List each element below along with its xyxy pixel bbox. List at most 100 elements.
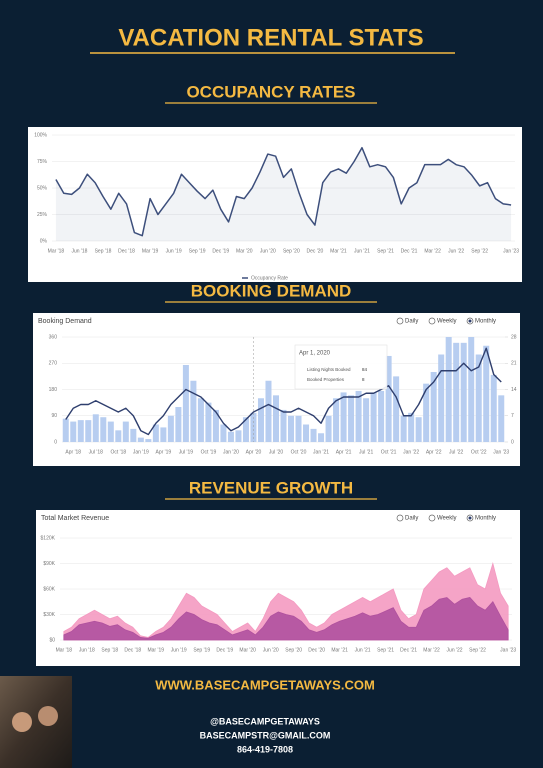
x-tick-label: Sep '20 xyxy=(283,248,300,254)
x-tick-label: Jun '22 xyxy=(447,647,463,653)
bar xyxy=(453,342,460,442)
x-tick-label: Jul '20 xyxy=(269,449,284,455)
y-tick-label: $120K xyxy=(41,535,56,541)
bar xyxy=(77,420,84,442)
x-tick-label: Oct '21 xyxy=(381,449,397,455)
x-tick-label: Sep '21 xyxy=(377,647,394,653)
x-tick-label: Jul '18 xyxy=(89,449,104,455)
phone: 864-419-7808 xyxy=(237,744,293,754)
radio xyxy=(428,317,436,325)
bar xyxy=(137,437,144,442)
radio-label: Monthly xyxy=(475,319,496,325)
x-tick-label: Sep '20 xyxy=(285,647,302,653)
x-tick-label: Sep '21 xyxy=(377,248,394,254)
y-tick-label: $60K xyxy=(43,586,55,592)
section-heading: REVENUE GROWTH xyxy=(189,478,353,497)
x-tick-label: Jan '23 xyxy=(503,248,519,254)
bar xyxy=(145,439,152,442)
bar xyxy=(212,409,219,442)
period-option[interactable]: Daily xyxy=(396,317,418,325)
x-tick-label: Jun '18 xyxy=(71,248,87,254)
y-tick-label: 0% xyxy=(40,238,48,244)
y-tick-label: $0 xyxy=(49,637,55,643)
bar xyxy=(205,402,212,442)
x-tick-label: Jun '20 xyxy=(260,248,276,254)
y-tick-label: 25% xyxy=(37,212,48,218)
x-tick-label: Mar '19 xyxy=(147,647,164,653)
x-tick-label: Sep '19 xyxy=(193,647,210,653)
section-heading: BOOKING DEMAND xyxy=(191,281,352,300)
x-tick-label: Dec '21 xyxy=(401,248,418,254)
chart: Booking Demand 0 90 180 270 360 0 7 14 21 28 Apr '1… xyxy=(33,313,520,466)
radio-label: Weekly xyxy=(437,319,457,325)
tooltip-label: Listing Nights Booked xyxy=(307,367,351,372)
x-tick-label: Jun '19 xyxy=(166,248,182,254)
bar xyxy=(242,417,249,442)
bar xyxy=(235,430,242,442)
photo xyxy=(0,676,72,768)
x-tick-label: Sep '22 xyxy=(469,647,486,653)
bar xyxy=(415,417,422,442)
x-tick-label: Dec '19 xyxy=(212,248,229,254)
line xyxy=(65,347,502,436)
bar xyxy=(295,415,302,442)
y-tick-label: 90 xyxy=(51,413,57,419)
radio-label: Daily xyxy=(405,516,418,522)
period-option[interactable]: Monthly xyxy=(466,317,496,325)
x-tick-label: Jul '21 xyxy=(359,449,374,455)
bar xyxy=(445,337,452,442)
bar xyxy=(220,424,227,442)
bar xyxy=(62,418,69,442)
y2-tick-label: 0 xyxy=(511,439,514,445)
bar xyxy=(483,345,490,442)
x-tick-label: Mar '20 xyxy=(239,647,256,653)
bar xyxy=(257,398,264,442)
legend-label: Occupancy Rate xyxy=(251,275,288,281)
bar xyxy=(430,372,437,442)
x-tick-label: Oct '22 xyxy=(471,449,487,455)
x-tick-label: Jun '20 xyxy=(263,647,279,653)
x-tick-label: Jan '19 xyxy=(133,449,149,455)
bar xyxy=(130,428,137,442)
x-tick-label: Dec '20 xyxy=(308,647,325,653)
y-tick-label: 75% xyxy=(37,159,48,165)
period-option[interactable]: Monthly xyxy=(466,514,496,522)
tooltip-value: 84 xyxy=(362,367,368,372)
radio-dot xyxy=(468,516,472,520)
x-tick-label: Jun '21 xyxy=(354,248,370,254)
period-option[interactable]: Daily xyxy=(396,514,418,522)
bar xyxy=(115,430,122,442)
y2-tick-label: 7 xyxy=(511,413,514,419)
section-heading: OCCUPANCY RATES xyxy=(186,82,355,101)
y-tick-label: 100% xyxy=(34,132,47,138)
website: WWW.BASECAMPGETAWAYS.COM xyxy=(155,677,375,692)
x-tick-label: Mar '20 xyxy=(236,248,253,254)
bar xyxy=(325,415,332,442)
photo-person xyxy=(12,712,32,732)
period-option[interactable]: Weekly xyxy=(428,514,457,522)
bar xyxy=(190,380,197,442)
x-tick-label: Apr '21 xyxy=(336,449,352,455)
bar xyxy=(122,421,129,442)
tooltip: Apr 1, 2020 Listing Nights Booked 84 Booked… xyxy=(294,344,388,390)
x-tick-label: Mar '18 xyxy=(56,647,73,653)
bar xyxy=(100,417,107,442)
x-tick-label: Dec '18 xyxy=(124,647,141,653)
bar xyxy=(107,421,114,442)
y-tick-label: 360 xyxy=(49,334,58,340)
y-tick-label: 0 xyxy=(54,439,57,445)
bar xyxy=(85,420,92,442)
x-tick-label: Dec '21 xyxy=(400,647,417,653)
radio-dot xyxy=(468,319,472,323)
bar xyxy=(288,415,295,442)
tooltip-label: Booked Properties xyxy=(307,377,345,382)
x-tick-label: Dec '18 xyxy=(118,248,135,254)
period-option[interactable]: Weekly xyxy=(428,317,457,325)
y-tick-label: $30K xyxy=(43,612,55,618)
bar xyxy=(490,374,497,442)
bar xyxy=(250,412,257,442)
bar xyxy=(272,395,279,442)
bar xyxy=(400,415,407,442)
y-tick-label: $90K xyxy=(43,561,55,567)
